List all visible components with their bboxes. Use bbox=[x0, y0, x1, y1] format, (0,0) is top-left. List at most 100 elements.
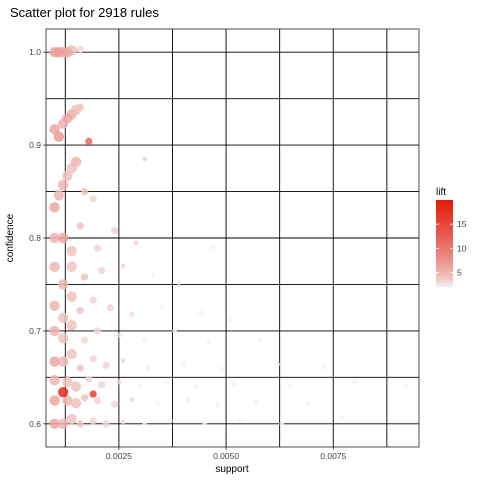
data-point bbox=[70, 156, 82, 168]
data-point bbox=[80, 336, 89, 344]
data-point bbox=[62, 395, 73, 406]
data-point bbox=[227, 317, 233, 323]
data-point bbox=[150, 272, 156, 278]
data-point bbox=[120, 358, 126, 364]
data-point bbox=[120, 419, 126, 425]
data-point bbox=[89, 355, 97, 363]
data-point bbox=[49, 202, 60, 213]
y-tick-label: 1.0 bbox=[29, 47, 41, 57]
x-tick-label: 0.0025 bbox=[106, 451, 132, 461]
data-point bbox=[76, 45, 84, 54]
y-tick-label: 0.7 bbox=[29, 326, 41, 336]
data-point bbox=[110, 226, 119, 235]
data-point bbox=[155, 400, 160, 406]
data-point bbox=[142, 156, 148, 162]
data-point bbox=[66, 245, 77, 257]
data-point bbox=[89, 195, 97, 203]
data-point bbox=[49, 395, 60, 406]
y-axis-ticks: 0.6 0.7 0.8 0.9 1.0 bbox=[29, 47, 46, 429]
y-axis-label: confidence bbox=[5, 213, 16, 262]
y-tick-label: 0.8 bbox=[29, 233, 41, 243]
data-point bbox=[106, 304, 114, 312]
data-point bbox=[66, 348, 77, 360]
grid-lines bbox=[46, 29, 419, 447]
data-point bbox=[80, 394, 89, 402]
data-point bbox=[57, 386, 69, 398]
data-point bbox=[93, 396, 102, 405]
legend-tick-label: 15 bbox=[457, 219, 467, 229]
data-point bbox=[76, 420, 84, 428]
x-tick-label: 0.0075 bbox=[320, 451, 346, 461]
data-point bbox=[53, 47, 65, 58]
data-point bbox=[163, 380, 169, 386]
data-point bbox=[70, 381, 82, 392]
data-point bbox=[49, 325, 60, 337]
data-point bbox=[85, 137, 93, 145]
data-point bbox=[80, 273, 89, 281]
data-point bbox=[89, 390, 97, 398]
data-point bbox=[53, 131, 65, 142]
data-point bbox=[253, 399, 259, 404]
data-point bbox=[305, 400, 310, 406]
data-point bbox=[146, 365, 152, 371]
chart-title: Scatter plot for 2918 rules bbox=[10, 5, 159, 20]
data-point bbox=[49, 356, 60, 367]
data-point bbox=[98, 381, 106, 389]
data-point bbox=[57, 418, 69, 429]
data-point bbox=[93, 327, 102, 335]
data-point bbox=[180, 361, 186, 366]
legend-title: lift bbox=[436, 187, 446, 198]
data-point bbox=[352, 379, 358, 385]
data-point bbox=[49, 300, 60, 312]
data-point bbox=[70, 398, 82, 409]
data-point bbox=[62, 376, 73, 388]
data-point bbox=[57, 312, 69, 324]
data-point bbox=[236, 417, 242, 423]
legend-tick-label: 10 bbox=[457, 243, 467, 253]
data-point bbox=[85, 375, 93, 383]
data-point bbox=[53, 190, 65, 201]
data-point bbox=[129, 311, 135, 317]
data-point bbox=[322, 364, 328, 370]
data-point bbox=[49, 232, 60, 244]
data-point bbox=[167, 418, 173, 424]
data-point bbox=[116, 379, 122, 385]
data-point bbox=[116, 333, 122, 338]
data-point bbox=[62, 47, 73, 58]
data-point bbox=[66, 261, 77, 272]
data-point bbox=[206, 339, 212, 345]
data-point bbox=[193, 384, 199, 390]
data-point bbox=[202, 420, 208, 426]
data-point bbox=[129, 397, 135, 403]
data-point bbox=[142, 421, 148, 427]
data-point bbox=[210, 244, 216, 250]
data-point bbox=[89, 417, 97, 425]
data-point bbox=[66, 291, 77, 302]
data-point bbox=[89, 296, 97, 304]
x-axis-ticks: 0.0025 0.0050 0.0075 bbox=[106, 447, 347, 461]
data-point bbox=[110, 400, 119, 408]
data-point bbox=[62, 112, 73, 124]
data-point bbox=[219, 366, 225, 372]
data-point bbox=[176, 280, 182, 285]
data-point bbox=[98, 266, 106, 275]
data-point bbox=[185, 398, 190, 403]
legend-tick-label: 5 bbox=[457, 268, 462, 278]
data-point bbox=[93, 244, 102, 252]
data-point bbox=[232, 381, 238, 387]
data-point bbox=[49, 261, 60, 272]
data-point bbox=[66, 320, 77, 331]
data-point bbox=[57, 232, 69, 244]
data-point bbox=[279, 421, 285, 427]
data-point bbox=[142, 337, 148, 343]
data-points bbox=[49, 45, 409, 429]
data-point bbox=[197, 309, 203, 315]
lift-legend: lift 5 10 15 bbox=[436, 187, 467, 287]
data-point bbox=[159, 304, 165, 310]
y-tick-label: 0.9 bbox=[29, 140, 41, 150]
legend-color-bar bbox=[436, 200, 453, 287]
data-point bbox=[76, 222, 84, 230]
data-point bbox=[172, 328, 178, 334]
data-point bbox=[287, 383, 293, 389]
